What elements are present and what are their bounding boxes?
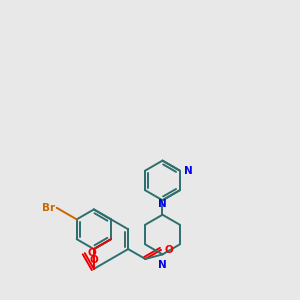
- Text: N: N: [184, 166, 193, 176]
- Text: N: N: [158, 200, 167, 209]
- Text: O: O: [89, 255, 98, 265]
- Text: Br: Br: [42, 203, 55, 213]
- Text: N: N: [158, 260, 167, 270]
- Text: O: O: [164, 245, 173, 255]
- Text: O: O: [87, 248, 96, 258]
